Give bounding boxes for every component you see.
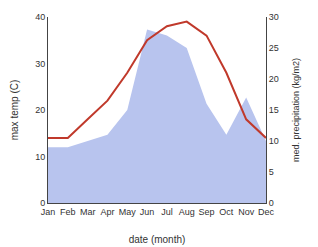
svg-text:Jan: Jan (41, 207, 56, 217)
svg-text:Dec: Dec (258, 207, 275, 217)
svg-text:date (month): date (month) (129, 234, 186, 245)
svg-text:15: 15 (269, 105, 279, 115)
svg-text:May: May (119, 207, 137, 217)
svg-text:Oct: Oct (219, 207, 234, 217)
svg-text:30: 30 (35, 59, 45, 69)
svg-text:25: 25 (269, 43, 279, 53)
svg-text:Mar: Mar (80, 207, 96, 217)
svg-text:Jul: Jul (161, 207, 173, 217)
svg-text:20: 20 (35, 105, 45, 115)
svg-text:Apr: Apr (100, 207, 114, 217)
svg-text:30: 30 (269, 12, 279, 22)
svg-text:40: 40 (35, 12, 45, 22)
svg-text:Sep: Sep (199, 207, 215, 217)
svg-text:Nov: Nov (238, 207, 255, 217)
svg-text:med. precipitation (kg/m2): med. precipitation (kg/m2) (291, 58, 301, 162)
svg-text:Aug: Aug (179, 207, 195, 217)
svg-text:max temp (C): max temp (C) (9, 80, 20, 141)
svg-text:Jun: Jun (140, 207, 155, 217)
svg-text:5: 5 (269, 167, 274, 177)
svg-text:0: 0 (269, 198, 274, 208)
svg-text:20: 20 (269, 74, 279, 84)
svg-text:Feb: Feb (60, 207, 76, 217)
svg-text:0: 0 (40, 198, 45, 208)
svg-text:10: 10 (35, 152, 45, 162)
svg-text:10: 10 (269, 136, 279, 146)
